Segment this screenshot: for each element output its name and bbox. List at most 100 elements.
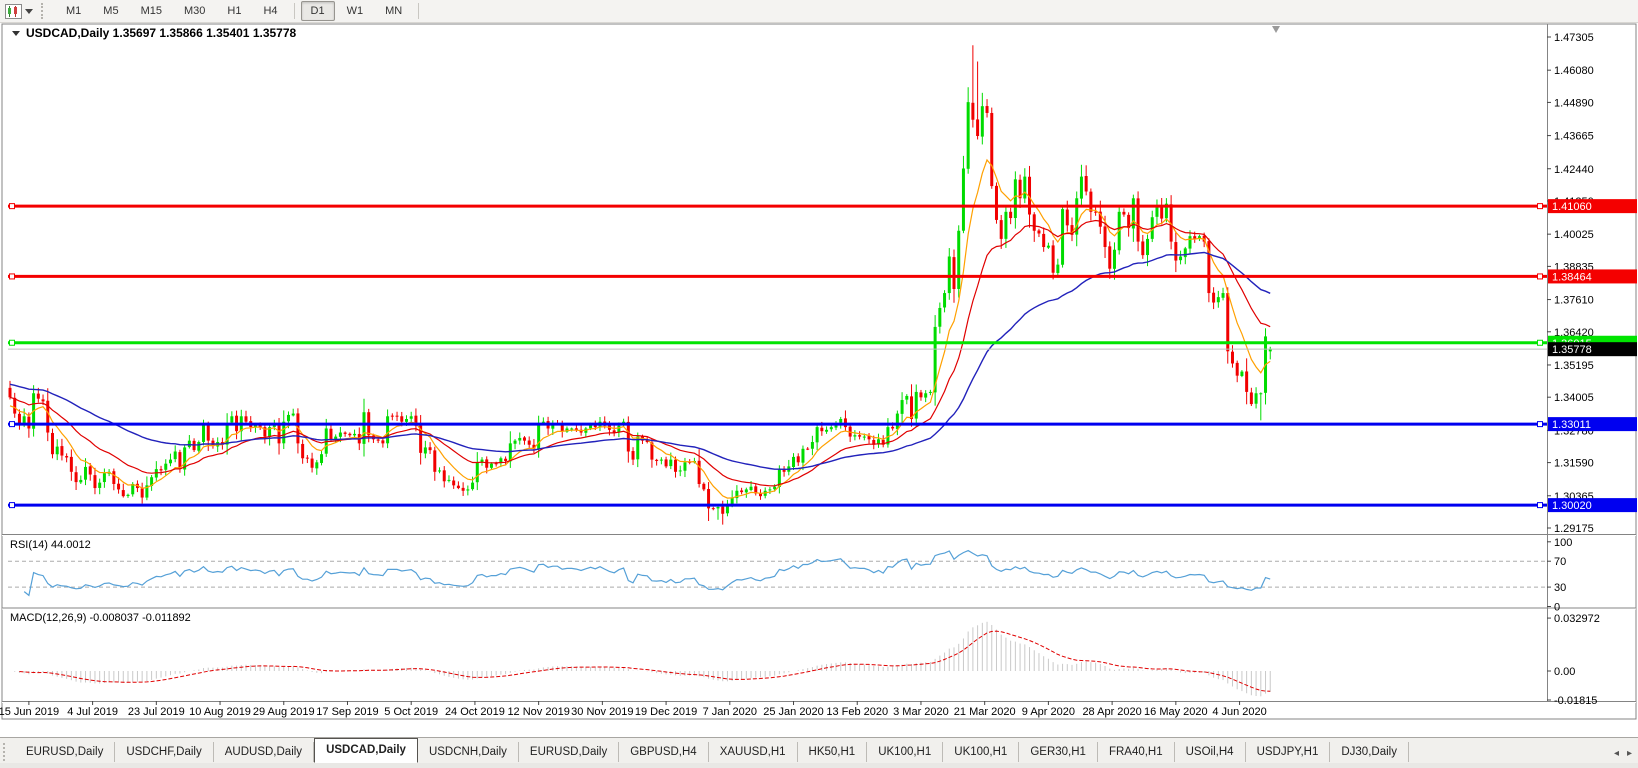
tab-scroll-arrows: ◂ ▸: [1614, 748, 1632, 759]
svg-text:1.33011: 1.33011: [1552, 419, 1591, 431]
svg-text:13 Feb 2020: 13 Feb 2020: [826, 706, 888, 718]
symbol-ohlc-title: USDCAD,Daily 1.35697 1.35866 1.35401 1.3…: [26, 26, 297, 40]
timeframe-button-m15[interactable]: M15: [140, 5, 162, 17]
price-label-boxes: 1.410601.384641.360151.330111.300201.357…: [1548, 199, 1637, 513]
chart-tab-gbpusd-h4[interactable]: GBPUSD,H4: [619, 742, 709, 762]
candlestick-glyph: [4, 3, 22, 19]
svg-text:30 Nov 2019: 30 Nov 2019: [571, 706, 633, 718]
svg-text:4 Jul 2019: 4 Jul 2019: [67, 706, 118, 718]
svg-text:1.31590: 1.31590: [1554, 458, 1594, 470]
status-strip: [0, 763, 1638, 768]
chart-canvas[interactable]: 1.473051.460801.448901.436651.424401.412…: [0, 23, 1638, 720]
svg-text:1.30020: 1.30020: [1552, 500, 1592, 512]
svg-text:21 Mar 2020: 21 Mar 2020: [954, 706, 1016, 718]
svg-text:1.44890: 1.44890: [1554, 97, 1594, 109]
svg-text:23 Jul 2019: 23 Jul 2019: [128, 706, 185, 718]
svg-text:29 Aug 2019: 29 Aug 2019: [253, 706, 315, 718]
moving-average-lines: [9, 158, 1271, 499]
svg-text:10 Aug 2019: 10 Aug 2019: [189, 706, 251, 718]
macd-label: MACD(12,26,9) -0.008037 -0.011892: [10, 612, 191, 624]
svg-text:5 Oct 2019: 5 Oct 2019: [384, 706, 438, 718]
svg-text:1.43665: 1.43665: [1554, 131, 1594, 143]
chart-tab-eurusd-daily[interactable]: EURUSD,Daily: [519, 742, 620, 762]
rsi-label: RSI(14) 44.0012: [10, 539, 91, 551]
chart-tab-audusd-daily[interactable]: AUDUSD,Daily: [214, 742, 315, 762]
timeframe-button-m5[interactable]: M5: [103, 5, 119, 17]
chart-tab-usoil-h4[interactable]: USOil,H4: [1175, 742, 1246, 762]
svg-text:4 Jun 2020: 4 Jun 2020: [1212, 706, 1266, 718]
toolbar-separator: [293, 3, 295, 19]
svg-text:1.35195: 1.35195: [1554, 360, 1594, 372]
timeframe-button-d1[interactable]: D1: [300, 1, 335, 21]
chart-tab-xauusd-h1[interactable]: XAUUSD,H1: [709, 742, 798, 762]
svg-text:1.38464: 1.38464: [1552, 271, 1592, 283]
toolbar-grip[interactable]: [41, 3, 48, 19]
svg-text:1.40025: 1.40025: [1554, 229, 1594, 241]
timeframe-buttons: M1 M5 M15 M30 H1 H4 D1 W1 MN: [55, 1, 424, 21]
pane-separators: [2, 24, 1636, 703]
svg-text:9 Apr 2020: 9 Apr 2020: [1022, 706, 1075, 718]
chart-tab-dj30-daily[interactable]: DJ30,Daily: [1330, 742, 1409, 762]
chart-tab-uk100-h1[interactable]: UK100,H1: [867, 742, 944, 762]
timeframe-button-h1[interactable]: H1: [227, 5, 242, 17]
chart-type-dropdown-caret[interactable]: [25, 8, 33, 14]
horizontal-lines: [8, 203, 1547, 509]
ma-line-21: [9, 219, 1271, 487]
svg-text:1.41060: 1.41060: [1552, 201, 1592, 213]
svg-text:1.37610: 1.37610: [1554, 295, 1594, 307]
svg-text:1.34005: 1.34005: [1554, 392, 1594, 404]
svg-text:7 Jan 2020: 7 Jan 2020: [703, 706, 757, 718]
svg-text:19 Dec 2019: 19 Dec 2019: [635, 706, 697, 718]
svg-text:16 May 2020: 16 May 2020: [1144, 706, 1208, 718]
timeframe-toolbar: M1 M5 M15 M30 H1 H4 D1 W1 MN: [0, 0, 1638, 23]
timeframe-button-w1[interactable]: W1: [346, 5, 364, 17]
svg-text:25 Jan 2020: 25 Jan 2020: [763, 706, 824, 718]
chart-tab-usdcnh-daily[interactable]: USDCNH,Daily: [418, 742, 519, 762]
chart-tab-hk50-h1[interactable]: HK50,H1: [798, 742, 868, 762]
chart-window-border: [1, 23, 1637, 720]
rsi-panel: 100 70 30 0 RSI(14) 44.0012: [8, 537, 1572, 614]
svg-text:100: 100: [1554, 537, 1572, 549]
chart-tab-usdcad-daily[interactable]: USDCAD,Daily: [314, 738, 418, 763]
svg-text:0: 0: [1554, 602, 1560, 614]
chart-tab-eurusd-daily[interactable]: EURUSD,Daily: [15, 742, 116, 762]
ma-line-55: [9, 251, 1271, 471]
svg-text:28 Apr 2020: 28 Apr 2020: [1082, 706, 1141, 718]
svg-text:-0.01815: -0.01815: [1554, 695, 1597, 707]
svg-text:17 Sep 2019: 17 Sep 2019: [316, 706, 378, 718]
chart-title: USDCAD,Daily 1.35697 1.35866 1.35401 1.3…: [12, 26, 297, 40]
svg-text:30: 30: [1554, 582, 1566, 594]
chart-tab-bar: EURUSD,Daily USDCHF,Daily AUDUSD,Daily USDC…: [0, 737, 1638, 763]
chart-tab-uk100-h1[interactable]: UK100,H1: [943, 742, 1020, 762]
chart-shift-marker[interactable]: [1272, 26, 1280, 33]
chart-tab-fra40-h1[interactable]: FRA40,H1: [1098, 742, 1175, 762]
chart-tab-ger30-h1[interactable]: GER30,H1: [1019, 742, 1098, 762]
chart-tabs: EURUSD,Daily USDCHF,Daily AUDUSD,Daily USDC…: [15, 738, 1409, 763]
timeframe-button-m30[interactable]: M30: [183, 5, 206, 17]
timeframe-button-mn[interactable]: MN: [385, 5, 403, 17]
svg-text:1.29175: 1.29175: [1554, 523, 1594, 535]
workspace-gap: [0, 720, 1638, 738]
chart-tab-usdchf-daily[interactable]: USDCHF,Daily: [115, 742, 214, 762]
chart-type-icon[interactable]: [2, 2, 24, 20]
ma-line-8: [9, 158, 1271, 499]
svg-text:1.46080: 1.46080: [1554, 65, 1594, 77]
macd-signal-line: [19, 630, 1271, 692]
svg-text:0.00: 0.00: [1554, 666, 1575, 678]
chart-tab-usdjpy-h1[interactable]: USDJPY,H1: [1246, 742, 1331, 762]
svg-text:3 Mar 2020: 3 Mar 2020: [893, 706, 949, 718]
date-axis: 15 Jun 2019 4 Jul 2019 23 Jul 2019 10 Aug 2…: [0, 701, 1267, 718]
tab-scroll-left-icon[interactable]: ◂: [1613, 748, 1619, 759]
timeframe-button-h4[interactable]: H4: [263, 5, 278, 17]
toolbar-separator: [418, 3, 420, 19]
svg-text:24 Oct 2019: 24 Oct 2019: [445, 706, 505, 718]
tabbar-grip[interactable]: [3, 743, 11, 761]
tab-scroll-right-icon[interactable]: ▸: [1626, 748, 1632, 759]
macd-panel: 0.032972 0.00 -0.01815 MACD(12,26,9) -0.008…: [10, 612, 1600, 707]
rsi-line: [23, 549, 1271, 597]
svg-text:1.42440: 1.42440: [1554, 164, 1594, 176]
svg-text:70: 70: [1554, 556, 1566, 568]
symbol-dropdown-caret[interactable]: [12, 31, 20, 36]
timeframe-button-m1[interactable]: M1: [66, 5, 82, 17]
